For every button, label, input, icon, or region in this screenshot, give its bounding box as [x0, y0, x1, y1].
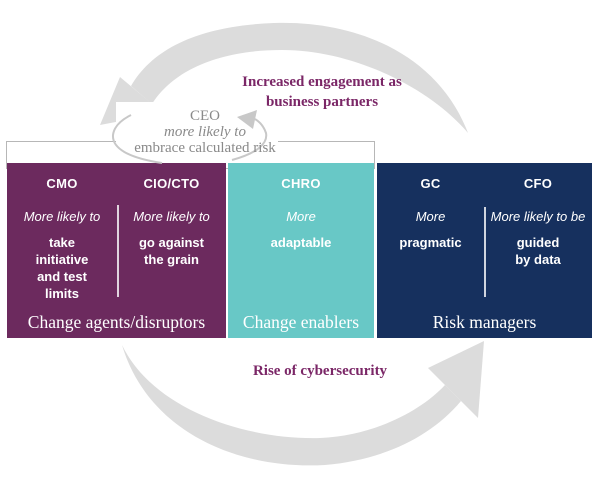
role-label: CMO [46, 176, 78, 191]
qualifier-label: More likely to [133, 209, 210, 224]
column-cmo: CMO More likely to take initiative and t… [7, 163, 117, 301]
role-label: CFO [523, 176, 553, 191]
cycle-arrow-bottom-head-icon [428, 341, 484, 418]
ceo-trait: embrace calculated risk [134, 140, 276, 156]
ceo-role: CEO [190, 108, 220, 124]
ceo-loop-right-arc [231, 118, 268, 161]
cycle-arrow-top [131, 22, 468, 133]
ceo-loop-left-arc [111, 114, 163, 164]
qualifier-label: More likely to be [490, 209, 586, 224]
ceo-note: CEO more likely to embrace calculated ri… [105, 108, 305, 156]
ceo-loop-head-icon [237, 110, 257, 129]
group-change-enablers: CHRO More adaptable Change enablers [228, 163, 374, 338]
column-divider [117, 205, 119, 297]
column-cio-cto: CIO/CTO More likely to go against the gr… [117, 163, 226, 296]
column-chro: CHRO More adaptable [228, 163, 374, 296]
trait-label: adaptable [270, 235, 332, 250]
group-label: Risk managers [432, 312, 537, 332]
qualifier-label: More [415, 209, 446, 224]
role-label: CIO/CTO [143, 176, 200, 191]
group-label: Change enablers [242, 312, 360, 332]
cycle-arrow-bottom [122, 345, 461, 466]
role-label: CHRO [281, 176, 321, 191]
qualifier-label: More [286, 209, 316, 224]
trait-label: guided by data [515, 235, 561, 267]
column-cfo: CFO More likely to be guided by data [484, 163, 592, 296]
group-risk-managers: GC More pragmatic CFO More likely to be … [377, 163, 592, 338]
group-label: Change agents/disruptors [27, 312, 206, 332]
column-gc: GC More pragmatic [377, 163, 484, 296]
caption-top: Increased engagement as business partner… [242, 74, 402, 110]
trait-label: take initiative and test limits [35, 235, 89, 301]
role-label: GC [420, 176, 441, 191]
trait-label: go against the grain [138, 235, 204, 267]
group-change-agents: CMO More likely to take initiative and t… [7, 163, 226, 338]
trait-label: pragmatic [399, 235, 462, 250]
column-divider [484, 207, 486, 297]
qualifier-label: More likely to [23, 209, 101, 224]
ceo-qualifier: more likely to [164, 124, 246, 140]
caption-bottom: Rise of cybersecurity [252, 363, 388, 379]
